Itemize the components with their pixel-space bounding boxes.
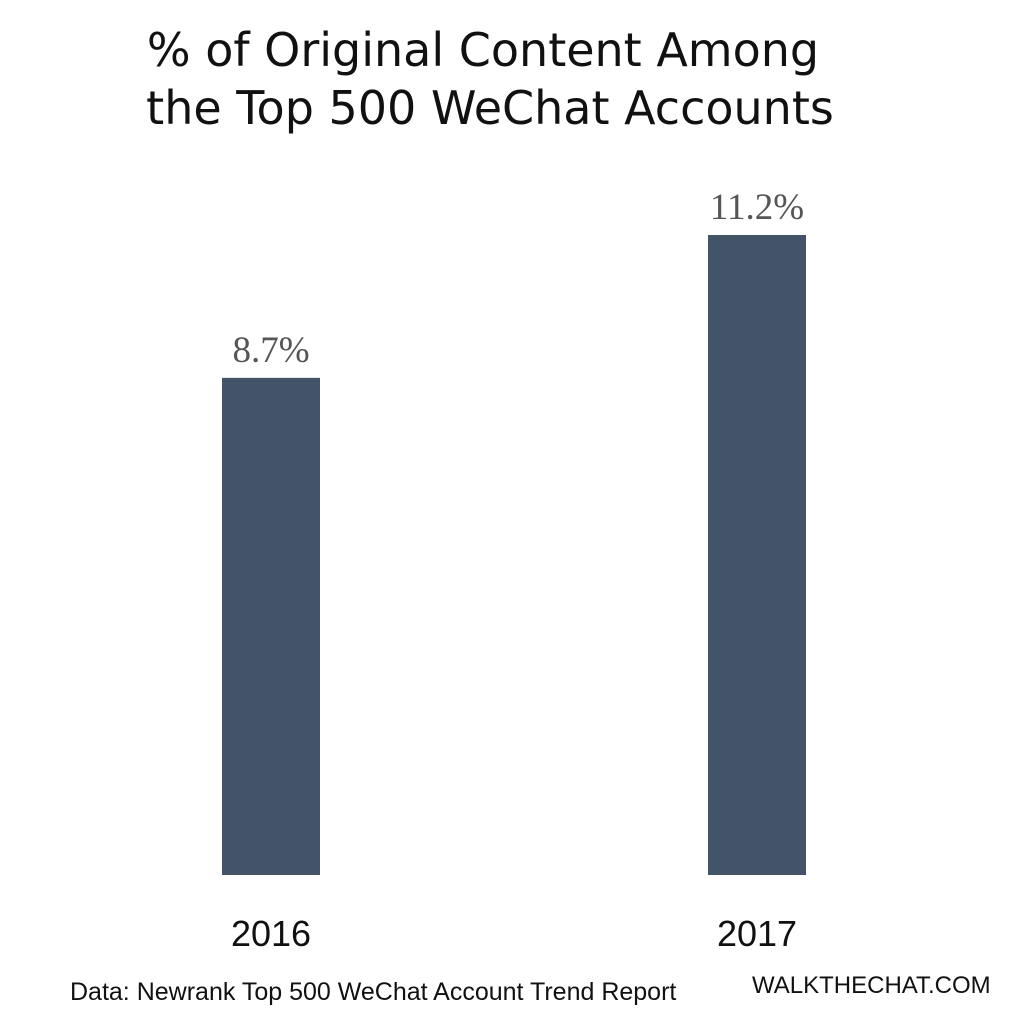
bar-2016 [222,377,320,875]
x-tick-label-2017: 2017 [717,913,797,954]
data-label-2017: 11.2% [710,187,804,228]
x-tick-label-2016: 2016 [231,913,311,954]
data-label-2016: 8.7% [232,330,309,371]
chart-title-line-2: the Top 500 WeChat Accounts [146,81,834,135]
data-source-note: Data: Newrank Top 500 WeChat Account Tre… [70,978,676,1006]
bar-2017 [708,235,806,875]
bars-layer: 8.7% 2016 11.2% 2017 [222,187,806,954]
brand-watermark: WALKTHECHAT.COM [752,972,991,999]
chart-title-line-1: % of Original Content Among [147,23,819,77]
